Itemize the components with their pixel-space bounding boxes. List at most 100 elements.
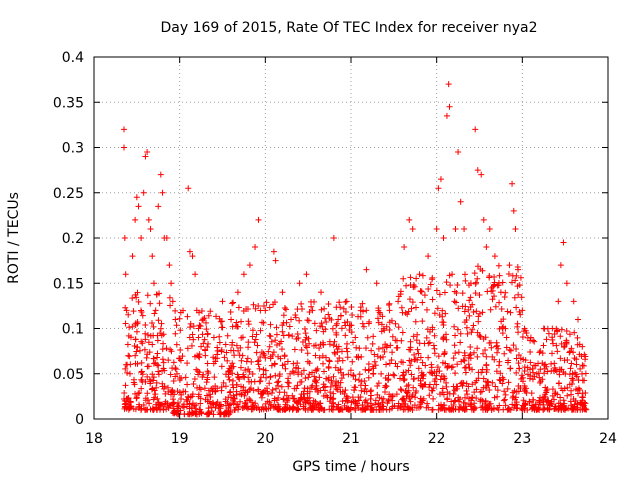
data-point: [133, 328, 140, 335]
data-point: [348, 303, 355, 310]
data-point: [306, 371, 313, 378]
data-point: [271, 299, 278, 306]
data-point: [212, 387, 219, 394]
data-point: [526, 375, 533, 382]
data-point: [473, 279, 480, 286]
data-point: [122, 365, 129, 372]
data-point: [144, 292, 151, 299]
data-point: [162, 400, 169, 407]
data-point: [121, 389, 128, 396]
data-point: [400, 369, 407, 376]
data-point: [285, 383, 292, 390]
data-point: [440, 336, 447, 343]
data-point: [498, 305, 505, 312]
data-point: [545, 330, 552, 337]
data-point: [470, 322, 477, 329]
data-point: [486, 225, 493, 232]
data-point: [392, 360, 399, 367]
data-point: [489, 353, 496, 360]
data-point: [567, 365, 574, 372]
data-point: [373, 280, 380, 287]
data-point: [235, 374, 242, 381]
data-point: [214, 347, 221, 354]
data-point: [386, 360, 393, 367]
data-point: [255, 386, 262, 393]
data-point: [169, 409, 176, 416]
data-point: [147, 300, 154, 307]
data-point: [439, 307, 446, 314]
data-point: [304, 385, 311, 392]
data-point: [235, 347, 242, 354]
data-point: [467, 294, 474, 301]
data-point: [528, 390, 535, 397]
data-point: [360, 323, 367, 330]
data-point: [211, 388, 218, 395]
data-point: [411, 402, 418, 409]
data-point: [240, 371, 247, 378]
data-point: [539, 396, 546, 403]
data-point: [142, 153, 149, 160]
data-point: [462, 271, 469, 278]
data-point: [451, 288, 458, 295]
data-point: [369, 340, 376, 347]
data-point: [263, 374, 270, 381]
data-point: [251, 339, 258, 346]
data-point: [412, 304, 419, 311]
data-point: [353, 353, 360, 360]
data-point: [471, 270, 478, 277]
data-point: [563, 327, 570, 334]
data-point: [478, 369, 485, 376]
data-point: [321, 305, 328, 312]
data-point: [363, 307, 370, 314]
data-point: [513, 304, 520, 311]
data-point: [372, 362, 379, 369]
data-point: [167, 371, 174, 378]
data-point: [130, 376, 137, 383]
data-point: [443, 406, 450, 413]
data-point: [260, 302, 267, 309]
data-point: [335, 316, 342, 323]
data-point: [170, 396, 177, 403]
data-point: [367, 388, 374, 395]
data-point: [451, 387, 458, 394]
data-point: [255, 216, 262, 223]
data-point: [193, 402, 200, 409]
data-point: [555, 298, 562, 305]
data-point: [459, 290, 466, 297]
data-point: [291, 346, 298, 353]
data-point: [172, 316, 179, 323]
data-point: [374, 315, 381, 322]
data-point: [497, 289, 504, 296]
data-point: [292, 314, 299, 321]
data-point: [405, 405, 412, 412]
data-point: [399, 372, 406, 379]
data-point: [253, 331, 260, 338]
data-point: [562, 406, 569, 413]
data-point: [295, 335, 302, 342]
data-point: [386, 300, 393, 307]
data-point: [356, 397, 363, 404]
data-point: [361, 378, 368, 385]
data-point: [385, 376, 392, 383]
data-point: [299, 305, 306, 312]
data-point: [302, 330, 309, 337]
data-point: [227, 401, 234, 408]
data-point: [531, 362, 538, 369]
data-point: [468, 397, 475, 404]
data-point: [238, 383, 245, 390]
data-point: [272, 257, 279, 264]
grid-lines: [94, 57, 608, 419]
data-point: [286, 323, 293, 330]
data-point: [143, 406, 150, 413]
data-point: [419, 372, 426, 379]
data-point: [435, 353, 442, 360]
data-point: [369, 363, 376, 370]
data-point: [415, 365, 422, 372]
data-point: [400, 401, 407, 408]
data-point: [337, 366, 344, 373]
data-point: [558, 326, 565, 333]
data-point: [169, 298, 176, 305]
data-point: [425, 285, 432, 292]
data-point: [312, 352, 319, 359]
data-point: [463, 387, 470, 394]
